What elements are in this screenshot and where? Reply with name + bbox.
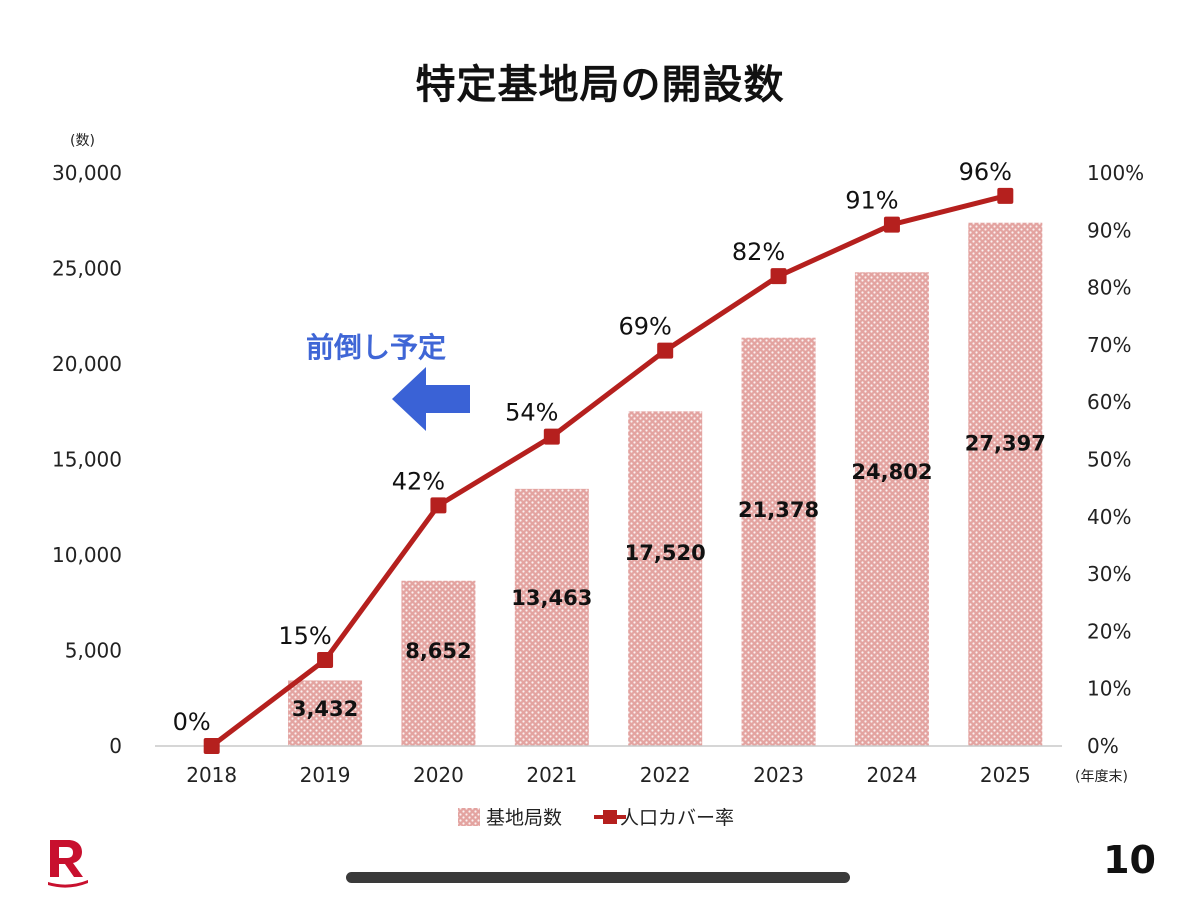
- x-tick-label: 2025: [980, 763, 1031, 787]
- bar: [854, 272, 929, 746]
- annotation-label: 前倒し予定: [306, 331, 447, 364]
- legend: 基地局数 人口カバー率: [458, 807, 734, 829]
- x-tick-label: 2023: [753, 763, 804, 787]
- bar: [401, 580, 476, 746]
- line-point: [203, 738, 220, 754]
- bar-value-label: 3,432: [292, 697, 358, 721]
- right-tick-label: 90%: [1087, 218, 1131, 242]
- bar-value-label: 24,802: [851, 460, 932, 484]
- bar-series: 3,432 8,652 13,463 17,520 21,378 24,802 27,397: [288, 222, 1046, 747]
- bar-value-label: 27,397: [965, 431, 1046, 455]
- line-value-label: 0%: [173, 708, 211, 736]
- right-tick-label: 50%: [1087, 448, 1131, 472]
- line-point: [657, 342, 674, 359]
- bar-value-label: 13,463: [511, 586, 592, 610]
- chart-title: 特定基地局の開設数: [415, 62, 785, 108]
- home-indicator: [346, 872, 850, 883]
- coverage-line: [210, 193, 1006, 748]
- right-tick-label: 80%: [1087, 276, 1131, 300]
- rakuten-logo-icon: [48, 840, 88, 888]
- bar: [968, 222, 1043, 747]
- left-tick-label: 20,000: [52, 352, 122, 376]
- line-point: [883, 216, 900, 233]
- right-tick-label: 30%: [1087, 562, 1131, 586]
- line-value-label: 91%: [845, 187, 898, 215]
- left-tick-label: 10,000: [52, 543, 122, 567]
- legend-line-marker: [603, 810, 617, 824]
- right-axis: 0% 10% 20% 30% 40% 50% 60% 70% 80% 90% 100%: [1087, 161, 1144, 758]
- x-tick-label: 2021: [526, 763, 577, 787]
- left-tick-label: 0: [109, 734, 122, 758]
- right-tick-label: 60%: [1087, 390, 1131, 414]
- right-tick-label: 100%: [1087, 161, 1144, 185]
- line-value-label: 54%: [505, 399, 558, 427]
- line-value-label: 69%: [619, 313, 672, 341]
- line-value-label: 15%: [278, 622, 331, 650]
- right-tick-label: 10%: [1087, 677, 1131, 701]
- line-point: [770, 268, 787, 285]
- x-tick-label: 2024: [866, 763, 917, 787]
- line-point: [543, 428, 560, 445]
- left-axis-unit: (数): [70, 133, 95, 149]
- bar: [288, 680, 363, 746]
- bar: [628, 411, 703, 746]
- left-tick-label: 25,000: [52, 257, 122, 281]
- line-point: [997, 187, 1014, 204]
- bar-value-label: 17,520: [625, 541, 706, 565]
- x-tick-label: 2020: [413, 763, 464, 787]
- line-point: [430, 497, 447, 514]
- left-tick-label: 15,000: [52, 448, 122, 472]
- x-tick-label: 2022: [640, 763, 691, 787]
- line-value-label: 42%: [392, 467, 445, 495]
- line-value-label: 82%: [732, 238, 785, 266]
- x-tick-label: 2019: [300, 763, 351, 787]
- left-arrow-icon: [392, 367, 470, 431]
- right-tick-label: 0%: [1087, 734, 1119, 758]
- right-tick-label: 20%: [1087, 619, 1131, 643]
- bar: [514, 488, 589, 746]
- line-series: 0% 15% 42% 54% 69% 82% 91% 96%: [173, 158, 1014, 754]
- right-tick-label: 70%: [1087, 333, 1131, 357]
- x-axis: 2018 2019 2020 2021 2022 2023 2024 2025: [186, 763, 1031, 787]
- legend-bar-swatch: [458, 808, 480, 826]
- x-axis-unit: (年度末): [1075, 769, 1128, 785]
- bar-value-label: 8,652: [405, 639, 471, 663]
- bar: [741, 337, 816, 746]
- left-tick-label: 5,000: [65, 639, 122, 663]
- left-axis: 0 5,000 10,000 15,000 20,000 25,000 30,000: [52, 161, 122, 758]
- legend-line-label: 人口カバー率: [620, 807, 734, 829]
- line-value-label: 96%: [959, 158, 1012, 186]
- page-number: 10: [1103, 838, 1156, 882]
- line-point: [317, 652, 334, 669]
- right-tick-label: 40%: [1087, 505, 1131, 529]
- x-tick-label: 2018: [186, 763, 237, 787]
- left-tick-label: 30,000: [52, 161, 122, 185]
- legend-bar-label: 基地局数: [486, 807, 562, 829]
- bar-value-label: 21,378: [738, 498, 819, 522]
